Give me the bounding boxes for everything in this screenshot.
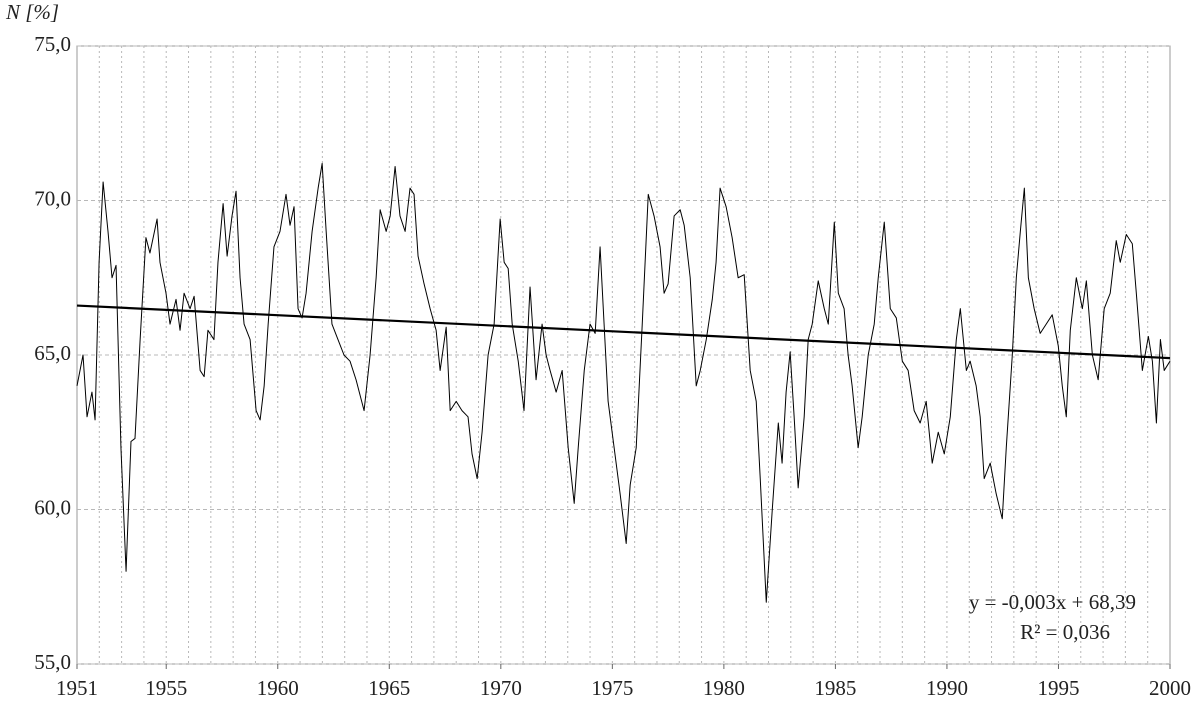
x-tick-label: 1951 bbox=[56, 676, 98, 700]
x-tick-label: 1980 bbox=[703, 676, 745, 700]
x-tick-label: 1985 bbox=[814, 676, 856, 700]
y-tick-label: 60,0 bbox=[34, 495, 71, 519]
x-tick-label: 1960 bbox=[257, 676, 299, 700]
y-tick-label: 65,0 bbox=[34, 341, 71, 365]
trend-line bbox=[76, 304, 1171, 360]
x-tick-label: 1995 bbox=[1037, 676, 1079, 700]
x-tick-label: 2000 bbox=[1149, 676, 1191, 700]
y-axis-label: N [%] bbox=[5, 0, 59, 24]
y-tick-label: 70,0 bbox=[34, 186, 71, 210]
x-tick-label: 1955 bbox=[145, 676, 187, 700]
y-tick-label: 55,0 bbox=[34, 650, 71, 674]
x-tick-label: 1970 bbox=[480, 676, 522, 700]
trend-equation: y = -0,003x + 68,39 bbox=[969, 590, 1136, 614]
y-tick-label: 75,0 bbox=[34, 32, 71, 56]
data-line bbox=[76, 162, 1171, 603]
x-tick-label: 1975 bbox=[591, 676, 633, 700]
r-squared: R² = 0,036 bbox=[1020, 620, 1110, 644]
x-tick-label: 1990 bbox=[926, 676, 968, 700]
x-tick-label: 1965 bbox=[368, 676, 410, 700]
